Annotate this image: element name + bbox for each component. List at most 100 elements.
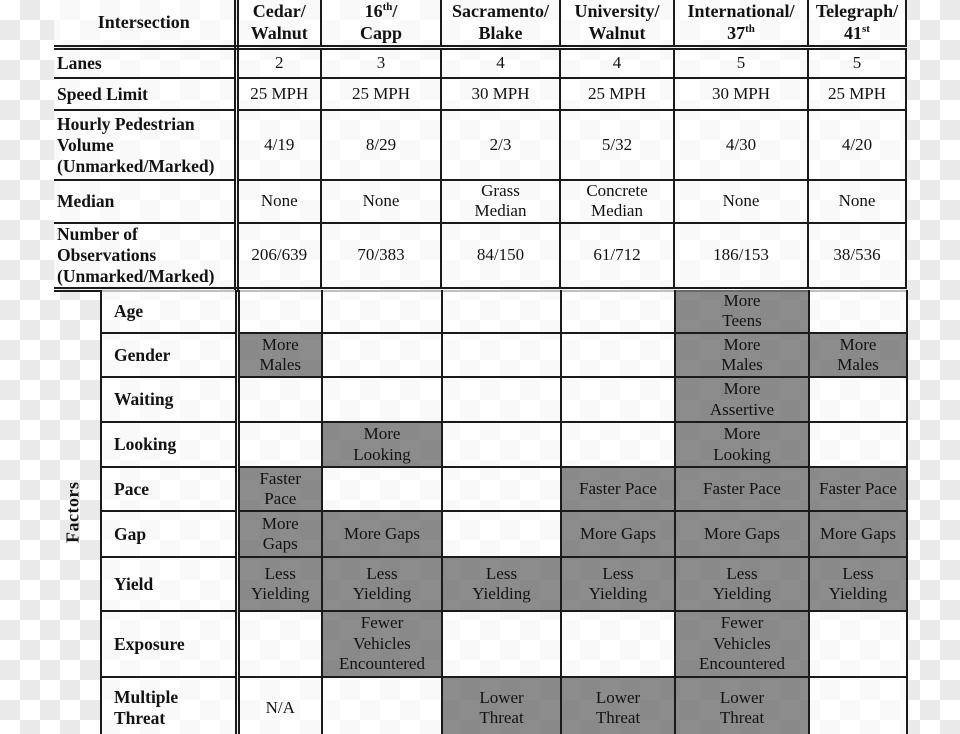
- column-header-telegraph-41st: Telegraph/41st: [807, 0, 907, 50]
- factor-row: Looking More Looking More Looking: [100, 421, 908, 468]
- finding-cell: More Males: [674, 332, 810, 378]
- empty-cell: [441, 610, 562, 678]
- attribute-row: Number of Observations (Unmarked/Marked)…: [54, 221, 907, 292]
- empty-cell: [441, 510, 562, 558]
- finding-cell: Lower Threat: [560, 676, 676, 734]
- finding-cell: Less Yielding: [674, 556, 810, 612]
- empty-cell: [236, 290, 323, 334]
- value-cell: 206/639: [235, 221, 322, 292]
- column-header-sacramento-blake: Sacramento/Blake: [440, 0, 561, 50]
- empty-cell: [808, 610, 908, 678]
- factor-label: Exposure: [100, 610, 240, 678]
- finding-cell: More Gaps: [674, 510, 810, 558]
- attribute-rows: Lanes 2 3 4 4 5 5 Speed Limit 25 MPH 25 MPH 30 MPH…: [54, 46, 907, 292]
- finding-cell: More Assertive: [674, 376, 810, 423]
- value-cell: None: [320, 179, 442, 224]
- attribute-label: Median: [54, 179, 239, 224]
- value-cell: 4/19: [235, 109, 322, 181]
- value-cell: 25 MPH: [807, 77, 907, 111]
- header-text: 16: [364, 0, 383, 21]
- factor-row: Pace Faster Pace Faster Pace Faster Pace Fas…: [100, 466, 908, 512]
- factor-row: Gender More Males More Males More Males: [100, 332, 908, 378]
- empty-cell: [321, 466, 443, 512]
- intersection-attributes-table: Intersection Cedar/Walnut 16th/Capp Sacram…: [54, 0, 907, 292]
- header-text: /: [392, 0, 398, 21]
- finding-cell: More Gaps: [236, 510, 323, 558]
- value-cell: 4/30: [673, 109, 809, 181]
- finding-cell: More Males: [808, 332, 908, 378]
- ordinal-suffix: th: [745, 22, 755, 35]
- value-cell: 186/153: [673, 221, 809, 292]
- factors-table: Age More Teens Gender More Males More Males M…: [100, 290, 908, 734]
- column-header-cedar-walnut: Cedar/Walnut: [235, 0, 322, 50]
- finding-cell: Less Yielding: [560, 556, 676, 612]
- factor-row: Waiting More Assertive: [100, 376, 908, 423]
- header-text: Walnut: [588, 22, 646, 43]
- value-cell: 25 MPH: [320, 77, 442, 111]
- finding-cell: Less Yielding: [808, 556, 908, 612]
- empty-cell: [560, 421, 676, 468]
- factor-row: Yield Less Yielding Less Yielding Less Yiel…: [100, 556, 908, 612]
- factor-label: Gap: [100, 510, 240, 558]
- empty-cell: [321, 332, 443, 378]
- header-text: Sacramento/: [452, 0, 549, 21]
- value-cell: 84/150: [440, 221, 561, 292]
- value-cell: 30 MPH: [673, 77, 809, 111]
- empty-cell: [808, 376, 908, 423]
- factor-row: Exposure Fewer Vehicles Encountered Fewer …: [100, 610, 908, 678]
- ordinal-suffix: st: [862, 22, 870, 35]
- empty-cell: [441, 332, 562, 378]
- finding-cell: Lower Threat: [441, 676, 562, 734]
- value-cell: 8/29: [320, 109, 442, 181]
- empty-cell: [441, 290, 562, 334]
- factor-label: Pace: [100, 466, 240, 512]
- empty-cell: [236, 376, 323, 423]
- header-text: Walnut: [250, 22, 308, 43]
- value-cell: None: [673, 179, 809, 224]
- empty-cell: [321, 290, 443, 334]
- header-text: 41: [844, 22, 863, 43]
- empty-cell: [236, 610, 323, 678]
- header-row: Intersection Cedar/Walnut 16th/Capp Sacram…: [54, 0, 907, 50]
- finding-cell: Fewer Vehicles Encountered: [674, 610, 810, 678]
- finding-cell: More Looking: [674, 421, 810, 468]
- finding-cell: Less Yielding: [236, 556, 323, 612]
- value-cell: 2/3: [440, 109, 561, 181]
- value-cell: 38/536: [807, 221, 907, 292]
- finding-cell: Faster Pace: [236, 466, 323, 512]
- finding-cell: Fewer Vehicles Encountered: [321, 610, 443, 678]
- finding-cell: More Males: [236, 332, 323, 378]
- value-cell: 4: [559, 46, 675, 79]
- finding-cell: Faster Pace: [808, 466, 908, 512]
- empty-cell: [808, 290, 908, 334]
- ordinal-suffix: th: [382, 0, 393, 13]
- factor-rows: Age More Teens Gender More Males More Males M…: [100, 290, 908, 734]
- finding-cell: Less Yielding: [441, 556, 562, 612]
- empty-cell: [441, 466, 562, 512]
- empty-cell: [321, 376, 443, 423]
- empty-cell: [560, 610, 676, 678]
- header-text: Telegraph/: [815, 0, 899, 21]
- factor-label: Multiple Threat: [100, 676, 240, 734]
- header-text: Cedar/: [252, 0, 306, 21]
- value-cell: 70/383: [320, 221, 442, 292]
- value-cell: 4: [440, 46, 561, 79]
- value-cell: 5: [807, 46, 907, 79]
- column-header-16th-capp: 16th/Capp: [320, 0, 442, 50]
- factors-section-label: Factors: [62, 481, 83, 543]
- finding-cell: Less Yielding: [321, 556, 443, 612]
- header-text: International/: [687, 0, 795, 21]
- finding-cell: Lower Threat: [674, 676, 810, 734]
- attribute-row: Hourly Pedestrian Volume (Unmarked/Marke…: [54, 109, 907, 181]
- attribute-row: Lanes 2 3 4 4 5 5: [54, 46, 907, 79]
- value-cell: 25 MPH: [235, 77, 322, 111]
- finding-cell: More Teens: [674, 290, 810, 334]
- value-cell: 25 MPH: [559, 77, 675, 111]
- header-text: Blake: [478, 22, 523, 43]
- header-text: University/: [574, 0, 660, 21]
- empty-cell: [441, 376, 562, 423]
- corner-header: Intersection: [54, 0, 239, 50]
- factor-label: Waiting: [100, 376, 240, 423]
- factor-label: Looking: [100, 421, 240, 468]
